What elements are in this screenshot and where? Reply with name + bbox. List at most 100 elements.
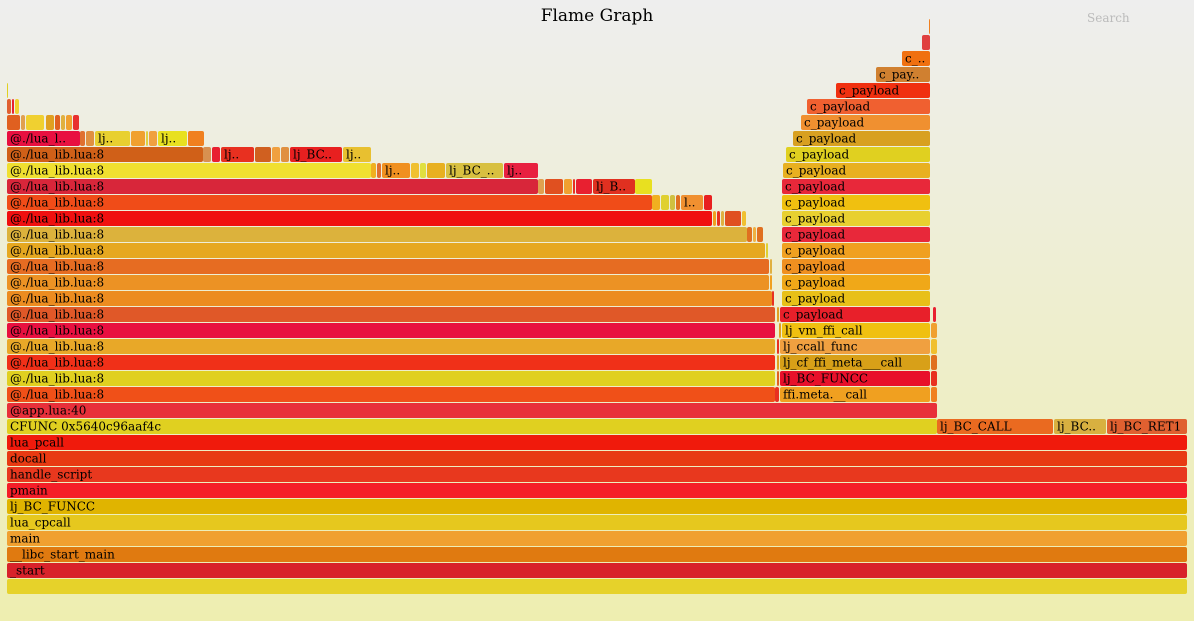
flame-frame[interactable] (753, 227, 756, 242)
flame-frame-rect[interactable] (7, 211, 712, 226)
flame-frame[interactable]: lj_ccall_func (780, 339, 930, 354)
flame-frame[interactable]: @./lua_lib.lua:8 (7, 163, 371, 178)
flame-frame-rect[interactable] (929, 19, 930, 34)
flame-frame[interactable] (931, 339, 937, 354)
flame-frame-rect[interactable] (801, 115, 930, 130)
flame-frame-rect[interactable] (7, 227, 747, 242)
flame-frame[interactable] (775, 387, 779, 402)
flame-frame-rect[interactable] (721, 211, 724, 226)
flame-frame-rect[interactable] (203, 147, 211, 162)
flame-frame[interactable] (717, 211, 720, 226)
flame-frame[interactable] (779, 323, 781, 338)
flame-frame[interactable]: @./lua_lib.lua:8 (7, 371, 775, 386)
flame-frame-rect[interactable] (7, 179, 538, 194)
flame-frame-rect[interactable] (538, 179, 544, 194)
flame-frame-rect[interactable] (931, 339, 937, 354)
flame-frame-rect[interactable] (713, 211, 716, 226)
flame-frame[interactable]: @./lua_lib.lua:8 (7, 147, 203, 162)
flame-frame-rect[interactable] (382, 163, 410, 178)
flame-frame[interactable] (931, 323, 937, 338)
flame-frame[interactable]: @./lua_l.. (7, 131, 80, 146)
flame-frame-rect[interactable] (7, 115, 20, 130)
flame-frame-rect[interactable] (158, 131, 187, 146)
flame-frame[interactable]: __libc_start_main (7, 547, 1187, 562)
flame-frame[interactable]: @./lua_lib.lua:8 (7, 339, 775, 354)
flame-frame[interactable] (777, 339, 779, 354)
flame-frame-rect[interactable] (7, 403, 937, 418)
flame-frame[interactable]: pmain (7, 483, 1187, 498)
flame-frame[interactable]: c_payload (782, 243, 930, 258)
flame-frame[interactable]: c_payload (782, 275, 930, 290)
flame-frame-rect[interactable] (777, 371, 779, 386)
flame-frame[interactable]: @./lua_lib.lua:8 (7, 243, 765, 258)
flame-frame-rect[interactable] (86, 131, 94, 146)
flame-frame-rect[interactable] (7, 243, 765, 258)
flame-frame[interactable]: @app.lua:40 (7, 403, 937, 418)
flame-frame[interactable] (929, 19, 930, 34)
flame-frame[interactable] (12, 99, 14, 114)
flame-frame[interactable] (573, 179, 575, 194)
flame-frame-rect[interactable] (772, 291, 774, 306)
flame-frame-rect[interactable] (681, 195, 703, 210)
flame-frame-rect[interactable] (255, 147, 271, 162)
flame-frame-rect[interactable] (7, 99, 11, 114)
flame-frame-rect[interactable] (766, 243, 768, 258)
flame-frame[interactable] (652, 195, 660, 210)
flame-frame[interactable]: c_payload (793, 131, 930, 146)
flame-frame[interactable] (777, 355, 779, 370)
flame-frame[interactable] (80, 131, 85, 146)
flame-frame-rect[interactable] (281, 147, 289, 162)
flame-frame-rect[interactable] (777, 307, 779, 322)
flame-frame-rect[interactable] (573, 179, 575, 194)
flame-frame-rect[interactable] (635, 179, 652, 194)
flame-frame[interactable]: lua_pcall (7, 435, 1187, 450)
flame-frame[interactable]: c_payload (836, 83, 930, 98)
flame-frame-rect[interactable] (931, 387, 937, 402)
flame-frame-rect[interactable] (593, 179, 635, 194)
flame-frame[interactable] (721, 211, 724, 226)
flame-frame[interactable]: c_payload (782, 227, 930, 242)
flame-frame[interactable]: handle_script (7, 467, 1187, 482)
flame-frame[interactable] (146, 131, 148, 146)
flame-frame-rect[interactable] (7, 275, 769, 290)
flame-frame-rect[interactable] (783, 163, 930, 178)
flame-frame-rect[interactable] (377, 163, 381, 178)
flame-frame-rect[interactable] (7, 163, 371, 178)
flame-frame[interactable]: c_.. (902, 51, 930, 66)
flame-frame[interactable]: CFUNC 0x5640c96aaf4c (7, 419, 937, 434)
flame-frame[interactable] (742, 211, 746, 226)
flame-frame-rect[interactable] (704, 195, 712, 210)
flame-frame[interactable] (670, 195, 675, 210)
flame-frame-rect[interactable] (7, 515, 1187, 530)
flame-frame[interactable]: lua_cpcall (7, 515, 1187, 530)
flame-frame[interactable]: lj.. (382, 163, 410, 178)
flame-frame-rect[interactable] (26, 115, 44, 130)
flame-frame-rect[interactable] (46, 115, 54, 130)
flame-frame[interactable]: ffi.meta.__call (780, 387, 930, 402)
flame-frame-rect[interactable] (780, 307, 930, 322)
flame-frame-rect[interactable] (661, 195, 669, 210)
flame-frame[interactable]: c_payload (783, 163, 930, 178)
flame-frame-rect[interactable] (782, 275, 930, 290)
flame-frame[interactable] (149, 131, 157, 146)
flame-frame-rect[interactable] (290, 147, 342, 162)
flame-frame[interactable]: lj_BC_FUNCC (780, 371, 930, 386)
flame-frame-rect[interactable] (7, 259, 769, 274)
flame-frame-rect[interactable] (221, 147, 254, 162)
flame-frame-rect[interactable] (149, 131, 157, 146)
flame-frame[interactable]: lj_BC_CALL (937, 419, 1053, 434)
flame-frame-rect[interactable] (931, 371, 937, 386)
flame-frame[interactable]: c_payload (782, 179, 930, 194)
flame-frame-rect[interactable] (7, 339, 775, 354)
flame-frame[interactable]: docall (7, 451, 1187, 466)
flame-frame-rect[interactable] (66, 115, 72, 130)
flame-frame-rect[interactable] (7, 563, 1187, 578)
flame-frame[interactable] (725, 211, 741, 226)
flame-frame-rect[interactable] (836, 83, 930, 98)
flame-frame[interactable]: lj_BC.. (290, 147, 342, 162)
flame-frame-rect[interactable] (427, 163, 445, 178)
flame-frame[interactable]: @./lua_lib.lua:8 (7, 275, 769, 290)
flame-frame-rect[interactable] (7, 83, 8, 98)
flame-frame[interactable] (7, 83, 8, 98)
flame-frame[interactable] (635, 179, 652, 194)
